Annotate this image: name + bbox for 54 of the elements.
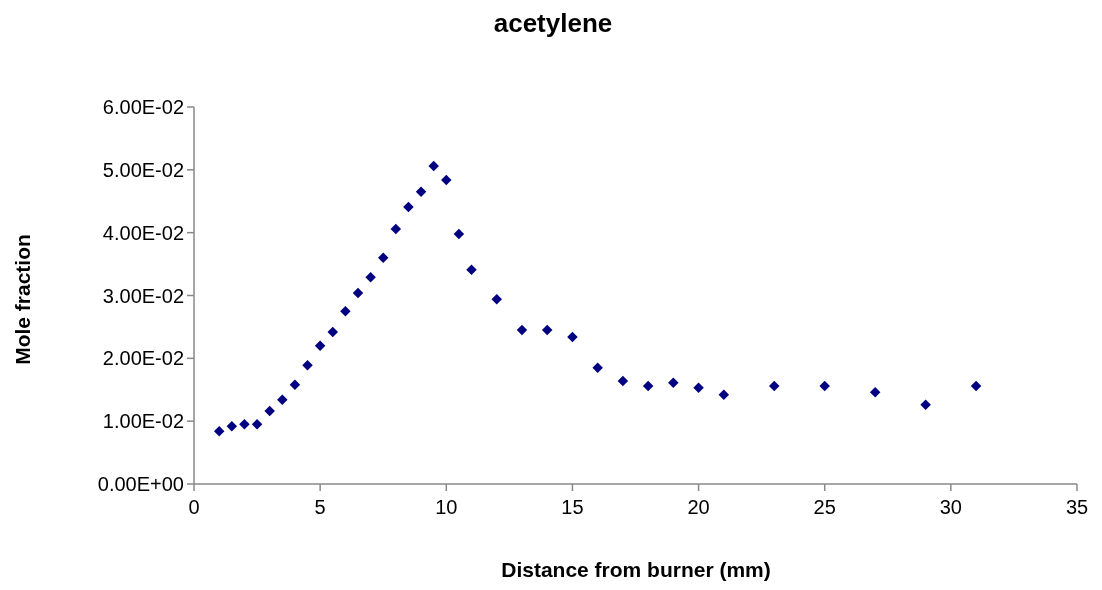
point	[365, 272, 376, 283]
chart-title: acetylene	[493, 8, 613, 38]
point	[327, 326, 338, 338]
point	[289, 379, 301, 390]
point	[352, 287, 364, 299]
y-tick-label: 6.00E-02	[102, 96, 184, 118]
point	[592, 362, 603, 373]
point	[642, 380, 654, 392]
point	[302, 360, 313, 371]
point	[693, 382, 704, 394]
point	[264, 405, 275, 417]
point	[277, 394, 288, 406]
point	[541, 324, 553, 336]
x-tick-label: 20	[687, 496, 710, 518]
point	[516, 324, 528, 336]
point	[340, 305, 351, 317]
point	[403, 201, 414, 213]
point	[239, 419, 250, 430]
x-tick-label: 10	[435, 496, 458, 518]
point	[869, 387, 881, 398]
point	[390, 223, 402, 235]
y-tick-label: 0.00E+00	[97, 473, 184, 495]
point	[453, 228, 465, 240]
point	[718, 389, 730, 401]
point	[314, 340, 326, 352]
x-tick-label: 30	[939, 496, 962, 518]
point	[441, 174, 452, 186]
y-tick-label: 1.00E-02	[102, 410, 184, 433]
x-tick-label: 5	[314, 496, 326, 518]
point	[428, 160, 439, 172]
point	[970, 380, 982, 392]
point	[769, 380, 780, 392]
point	[920, 399, 931, 411]
point	[617, 375, 629, 387]
point	[377, 252, 389, 264]
y-tick-label: 4.00E-02	[102, 221, 184, 244]
y-axis-title: Mole fraction	[11, 234, 34, 365]
point	[668, 377, 679, 389]
x-tick-label: 35	[1065, 496, 1089, 518]
x-tick-label: 0	[188, 496, 200, 518]
point	[567, 331, 578, 343]
y-tick-label: 2.00E-02	[102, 347, 184, 370]
y-tick-label: 3.00E-02	[102, 284, 184, 307]
x-tick-label: 15	[561, 496, 584, 518]
point	[213, 425, 225, 437]
point	[491, 294, 502, 305]
x-axis-title: Distance from burner (mm)	[501, 558, 771, 581]
x-tick-label: 25	[813, 496, 836, 518]
point	[415, 186, 427, 198]
point	[466, 264, 477, 275]
point	[819, 380, 830, 392]
y-tick-label: 5.00E-02	[102, 158, 184, 181]
point	[251, 419, 263, 430]
point	[226, 420, 238, 432]
